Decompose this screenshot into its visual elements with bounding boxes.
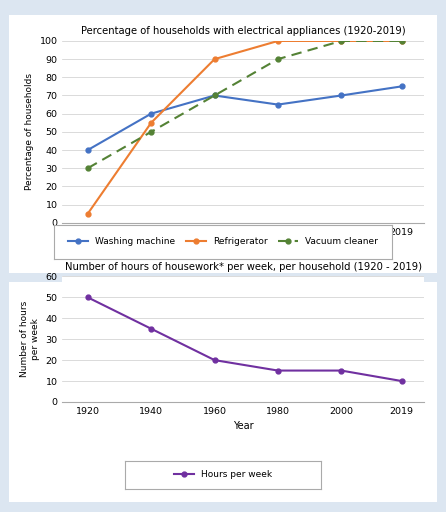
Line: Washing machine: Washing machine [85,84,404,153]
Refrigerator [212,56,217,62]
Y-axis label: Number of hours
per week: Number of hours per week [21,301,40,377]
X-axis label: Year: Year [233,421,253,431]
Washing machine [149,111,154,117]
Washing machine [85,147,91,153]
Legend: Washing machine, Refrigerator, Vacuum cleaner: Washing machine, Refrigerator, Vacuum cl… [65,234,381,249]
Vacuum cleaner [399,38,404,44]
Hours per week [85,294,91,301]
Vacuum cleaner [85,165,91,171]
X-axis label: Year: Year [233,242,253,252]
Hours per week [339,368,344,374]
Refrigerator [149,120,154,126]
Washing machine [339,93,344,99]
Line: Hours per week: Hours per week [85,295,404,383]
Vacuum cleaner [275,56,281,62]
Vacuum cleaner [149,129,154,135]
Refrigerator [275,38,281,44]
Refrigerator [339,38,344,44]
Vacuum cleaner [212,93,217,99]
Line: Vacuum cleaner: Vacuum cleaner [85,38,404,170]
Line: Refrigerator: Refrigerator [85,38,404,216]
Title: Number of hours of housework* per week, per household (1920 - 2019): Number of hours of housework* per week, … [65,262,421,271]
Washing machine [275,101,281,108]
Hours per week [212,357,217,363]
Vacuum cleaner [339,38,344,44]
Hours per week [149,326,154,332]
Washing machine [399,83,404,90]
Washing machine [212,93,217,99]
Title: Percentage of households with electrical appliances (1920-2019): Percentage of households with electrical… [81,26,405,36]
Y-axis label: Percentage of households: Percentage of households [25,73,34,190]
Hours per week [275,368,281,374]
Hours per week [399,378,404,384]
Refrigerator [85,210,91,217]
Refrigerator [399,38,404,44]
Legend: Hours per week: Hours per week [170,467,276,483]
